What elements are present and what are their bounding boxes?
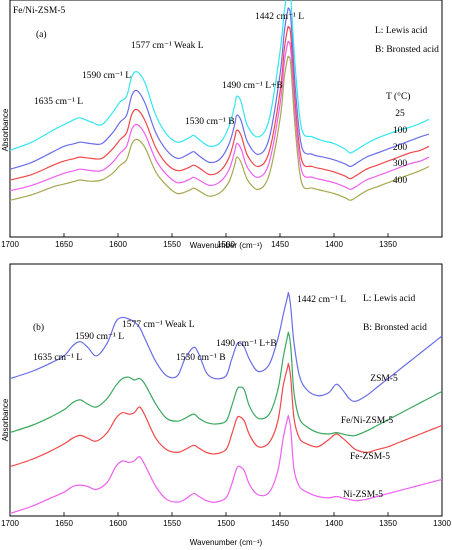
annotation-b-1490: 1490 cm⁻¹ L+B <box>216 339 277 349</box>
x-tick-label: 1550 <box>163 240 181 249</box>
x-tick-label: 1450 <box>271 240 289 249</box>
x-tick-label: 1700 <box>1 240 19 249</box>
series-label-fe-ni-zsm-5: Fe/Ni-ZSM-5 <box>341 416 394 426</box>
temperature-label-400: 400 <box>393 176 408 186</box>
panel-a-annotations: 1635 cm⁻¹ L 1590 cm⁻¹ L 1577 cm⁻¹ Weak L… <box>34 12 304 127</box>
x-tick-label: 1650 <box>55 519 73 528</box>
annotation-b-1635: 1635 cm⁻¹ L <box>33 353 82 363</box>
annotation-b-1530: 1530 cm⁻¹ B <box>176 353 226 363</box>
annotation-1590: 1590 cm⁻¹ L <box>82 71 131 81</box>
annotation-1635: 1635 cm⁻¹ L <box>34 97 83 107</box>
x-tick-label: 1500 <box>217 240 235 249</box>
x-tick-label: 1700 <box>1 519 19 528</box>
annotation-1490: 1490 cm⁻¹ L+B <box>222 81 283 91</box>
series-line-100 <box>9 7 430 170</box>
panel-a-x-ticks: 1700 1650 1600 1550 1500 1450 1400 1350 <box>1 233 397 249</box>
panel-a-sample-label: Fe/Ni-ZSM-5 <box>13 6 66 16</box>
panel-a: Fe/Ni-ZSM-5 (a) L: Lewis acid B: Bronste… <box>1 0 443 250</box>
panel-b-note-bronsted: B: Bronsted acid <box>363 323 427 333</box>
panel-a-label: (a) <box>36 29 47 40</box>
x-tick-label: 1600 <box>109 519 127 528</box>
panel-a-note-bronsted: B: Bronsted acid <box>375 45 439 55</box>
panel-b-label: (b) <box>33 322 44 333</box>
x-tick-label: 1500 <box>217 519 235 528</box>
panel-a-series <box>9 0 430 201</box>
panel-a-xlabel: Wavenumber (cm⁻¹) <box>190 241 263 250</box>
x-tick-label: 1600 <box>109 240 127 249</box>
panel-b: (b) L: Lewis acid B: Bronsted acid Absor… <box>1 263 451 547</box>
panel-b-ylabel: Absorbance <box>1 398 10 441</box>
panel-b-x-ticks: 1700 1650 1600 1550 1500 1450 1400 1350 1300 <box>1 512 451 528</box>
temperature-label-200: 200 <box>393 143 408 153</box>
x-tick-label: 1550 <box>163 519 181 528</box>
panel-a-temp-header: T (°C) <box>386 91 410 102</box>
series-label-fe-zsm-5: Fe-ZSM-5 <box>350 452 390 462</box>
annotation-b-1590: 1590 cm⁻¹ L <box>75 332 124 342</box>
series-line-400 <box>9 55 430 201</box>
annotation-b-1442: 1442 cm⁻¹ L <box>297 295 346 305</box>
x-tick-label: 1300 <box>433 519 451 528</box>
annotation-b-1577: 1577 cm⁻¹ Weak L <box>122 320 195 330</box>
x-tick-label: 1400 <box>325 240 343 249</box>
annotation-1442: 1442 cm⁻¹ L <box>255 12 304 22</box>
panel-b-series <box>9 291 443 515</box>
series-line-fe-ni-zsm-5 <box>9 331 443 437</box>
x-tick-label: 1350 <box>379 519 397 528</box>
series-line-200 <box>9 25 430 181</box>
panel-b-xlabel: Wavenumber (cm⁻¹) <box>190 538 263 547</box>
x-tick-label: 1650 <box>55 240 73 249</box>
panel-a-temperature-legend: 25 100 200 300 400 <box>393 109 408 186</box>
x-tick-label: 1400 <box>325 519 343 528</box>
series-line-25 <box>9 0 430 154</box>
series-line-fe-zsm-5 <box>9 362 443 468</box>
x-tick-label: 1450 <box>271 519 289 528</box>
series-line-ni-zsm-5 <box>9 414 443 515</box>
panel-b-note-lewis: L: Lewis acid <box>363 294 415 304</box>
panel-a-note-lewis: L: Lewis acid <box>375 26 427 36</box>
series-label-ni-zsm-5: Ni-ZSM-5 <box>343 490 383 500</box>
annotation-1577: 1577 cm⁻¹ Weak L <box>131 41 204 51</box>
annotation-1530: 1530 cm⁻¹ B <box>185 117 235 127</box>
panel-b-annotations: 1635 cm⁻¹ L 1590 cm⁻¹ L 1577 cm⁻¹ Weak L… <box>33 295 346 363</box>
series-label-zsm-5: ZSM-5 <box>370 374 398 384</box>
panel-b-series-labels: ZSM-5 Fe/Ni-ZSM-5 Fe-ZSM-5 Ni-ZSM-5 <box>341 374 398 500</box>
series-line-zsm-5 <box>9 291 443 402</box>
temperature-label-25: 25 <box>395 109 405 119</box>
panel-a-ylabel: Absorbance <box>1 108 10 151</box>
x-tick-label: 1350 <box>379 240 397 249</box>
temperature-label-300: 300 <box>393 159 408 169</box>
series-line-300 <box>9 40 430 192</box>
temperature-label-100: 100 <box>393 126 408 136</box>
